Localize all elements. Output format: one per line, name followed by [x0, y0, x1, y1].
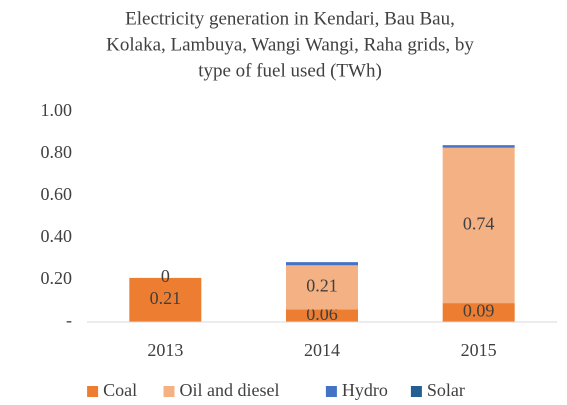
legend-label: Coal [103, 380, 137, 400]
bar-segment [442, 147, 515, 304]
legend-swatch [410, 386, 422, 397]
chart-title: type of fuel used (TWh) [198, 60, 382, 81]
data-label: 0.21 [306, 275, 338, 295]
legend-label: Hydro [342, 380, 388, 400]
data-label: 0.74 [463, 214, 495, 234]
data-label: 0.21 [150, 288, 182, 308]
bar-segment [286, 309, 358, 322]
y-tick-label: 0.80 [41, 142, 73, 162]
legend-swatch [163, 386, 175, 397]
bar-segment [442, 145, 515, 148]
chart-title: Electricity generation in Kendari, Bau B… [125, 8, 455, 29]
data-label: 0 [161, 266, 170, 286]
bar-segment [286, 262, 358, 266]
y-tick-label: 0.20 [41, 268, 73, 288]
x-tick-label: 2014 [304, 340, 340, 360]
x-tick-label: 2015 [461, 340, 497, 360]
legend-label: Solar [427, 380, 465, 400]
y-tick-label: 1.00 [41, 100, 73, 120]
legend-swatch [87, 386, 99, 397]
bar-segment [286, 265, 358, 310]
legend-label: Oil and diesel [180, 380, 280, 400]
y-tick-label: 0.40 [41, 226, 73, 246]
y-tick-label: 0.60 [41, 184, 73, 204]
bar-segment [129, 277, 202, 322]
legend-swatch [325, 386, 337, 397]
chart-title: Kolaka, Lambuya, Wangi Wangi, Raha grids… [106, 34, 474, 55]
y-tick-label: - [66, 310, 72, 330]
x-tick-label: 2013 [147, 340, 183, 360]
bar-segment [442, 303, 515, 322]
data-label: 0.09 [463, 301, 495, 321]
